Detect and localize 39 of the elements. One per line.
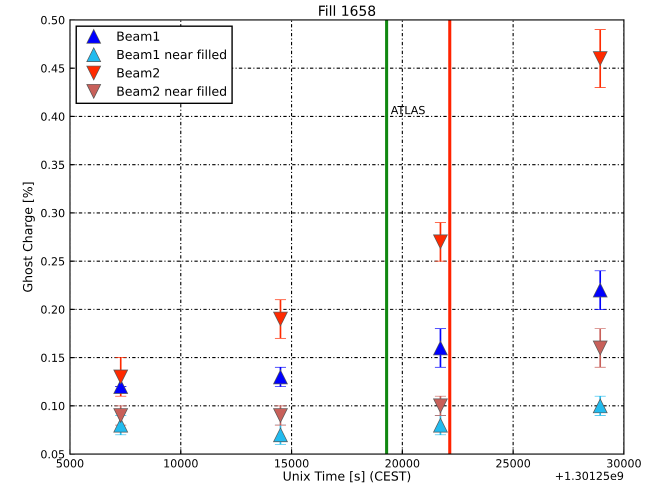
x-tick-label: 15000 — [275, 459, 308, 468]
point — [433, 418, 448, 432]
legend-label: Beam1 near filled — [117, 50, 226, 60]
y-tick-label: 0.45 — [41, 64, 64, 73]
point — [273, 370, 288, 384]
point — [433, 398, 448, 414]
point — [592, 282, 608, 298]
x-axis-title: Unix Time [s] (CEST) — [284, 471, 410, 482]
point — [433, 340, 448, 356]
point — [113, 408, 128, 423]
y-tick-label: 0.25 — [41, 257, 64, 266]
y-tick-label: 0.40 — [41, 112, 64, 121]
point — [273, 428, 288, 442]
y-tick-label: 0.20 — [41, 305, 64, 314]
point — [113, 370, 128, 384]
legend-label: Beam1 — [117, 32, 160, 41]
y-tick-label: 0.05 — [41, 450, 64, 458]
point — [592, 340, 608, 356]
x-tick-label: 5000 — [56, 459, 84, 468]
point — [592, 398, 608, 414]
ref-line-label: ATLAS — [390, 106, 425, 114]
y-axis-title: Ghost Charge [%] — [22, 182, 35, 292]
y-tick-label: 0.15 — [41, 354, 64, 362]
legend-label: Beam2 near filled — [117, 86, 226, 96]
point — [433, 234, 448, 250]
chart-title: Fill 1658 — [319, 5, 376, 16]
x-tick-label: 30000 — [607, 459, 641, 468]
y-tick-label: 0.30 — [41, 208, 64, 218]
point — [273, 408, 288, 423]
legend-label: Beam2 — [117, 68, 160, 78]
y-tick-label: 0.50 — [41, 16, 64, 24]
x-tick-label: 20000 — [385, 459, 420, 468]
y-tick-label: 0.35 — [41, 160, 64, 170]
point — [592, 51, 608, 66]
x-tick-label: 25000 — [496, 459, 530, 468]
point — [273, 312, 288, 326]
x-tick-label: 10000 — [164, 459, 198, 468]
text: +1.30125e9 — [556, 472, 624, 480]
y-tick-label: 0.10 — [41, 402, 64, 410]
